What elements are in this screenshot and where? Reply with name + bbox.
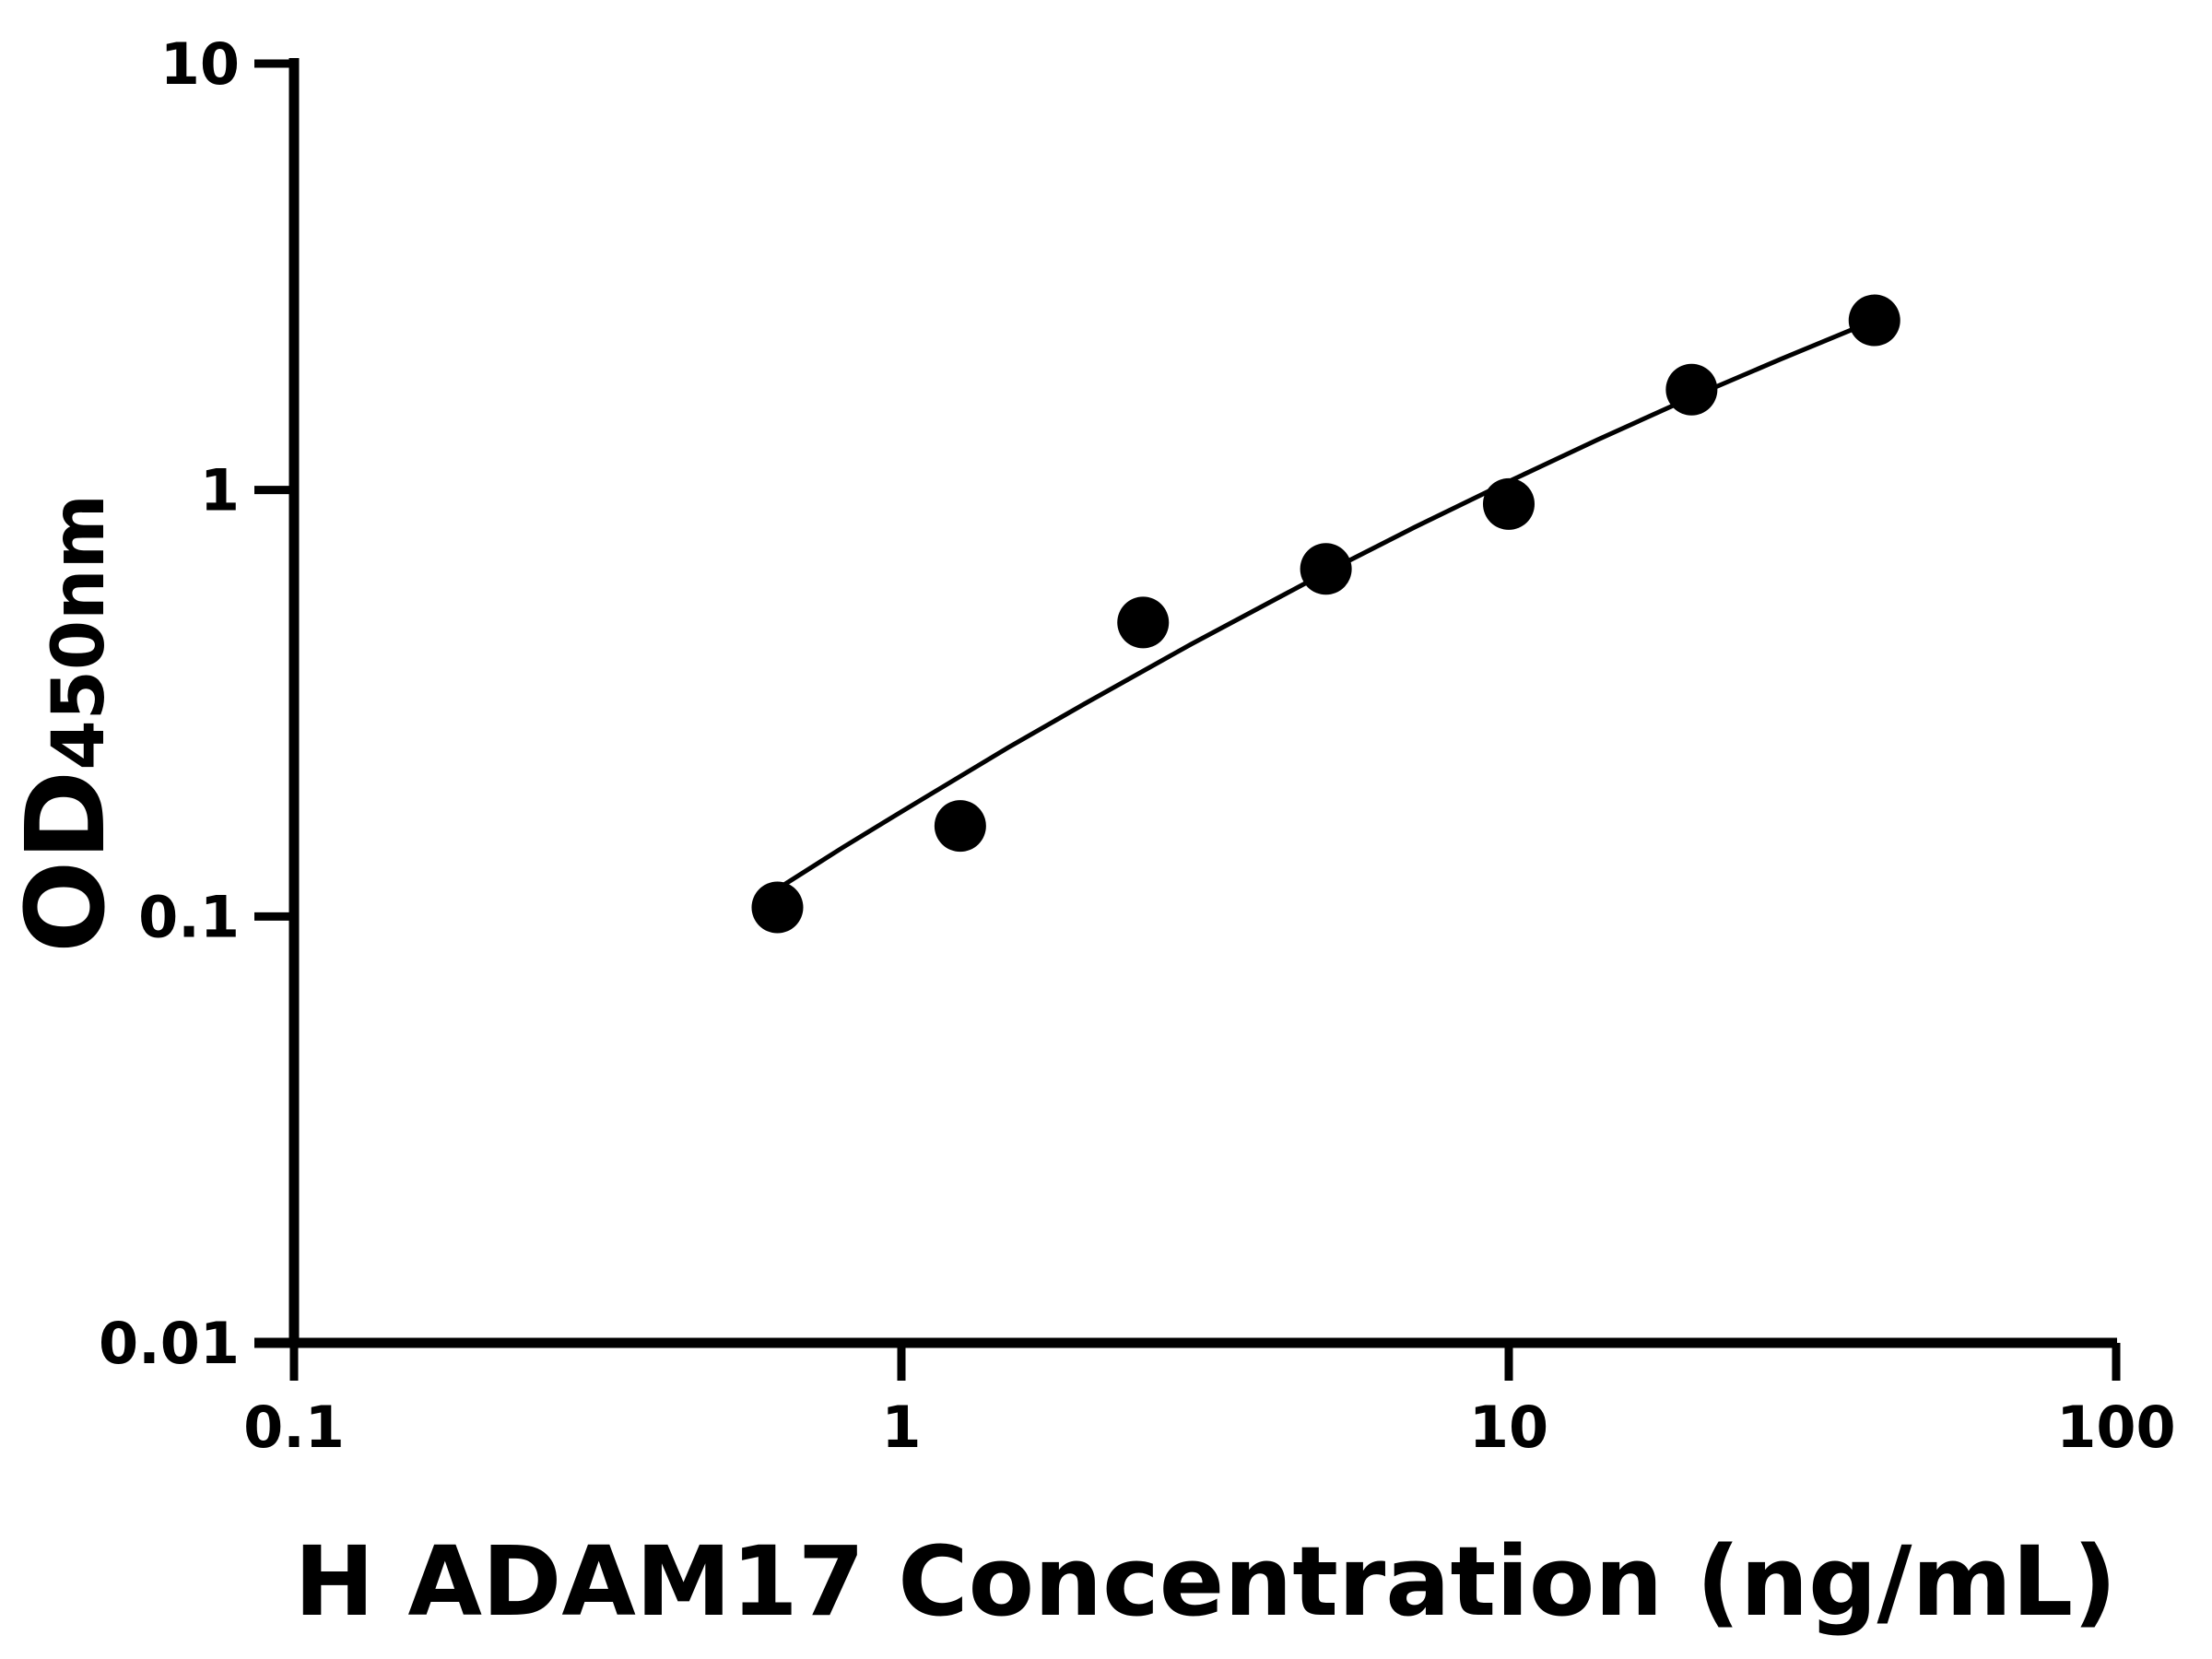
y-tick-label: 1 bbox=[200, 457, 240, 524]
y-tick-label: 0.1 bbox=[138, 883, 240, 950]
data-point bbox=[1848, 294, 1900, 347]
x-tick-label: 1 bbox=[881, 1394, 921, 1461]
data-points bbox=[751, 294, 1900, 934]
y-axis-label-main: OD bbox=[2, 771, 129, 953]
data-point bbox=[1483, 477, 1535, 530]
y-axis-label-subscript: 450nm bbox=[38, 494, 121, 771]
y-tick-label: 10 bbox=[160, 30, 240, 98]
x-tick-label: 0.1 bbox=[243, 1394, 345, 1461]
x-tick-label: 100 bbox=[2056, 1394, 2175, 1461]
data-point bbox=[934, 800, 986, 853]
y-axis-label: OD450nm bbox=[2, 494, 129, 953]
x-ticks: 0.1 1 10 100 bbox=[243, 1343, 2176, 1461]
data-point bbox=[1300, 543, 1352, 595]
axes bbox=[254, 58, 2117, 1348]
data-point bbox=[751, 881, 804, 934]
y-tick-label: 0.01 bbox=[99, 1310, 240, 1377]
y-ticks: 0.01 0.1 1 10 bbox=[99, 30, 294, 1377]
x-axis-label: H ADAM17 Concentration (ng/mL) bbox=[294, 1525, 2116, 1638]
x-tick-label: 10 bbox=[1469, 1394, 1548, 1461]
data-point bbox=[1665, 363, 1718, 416]
data-point bbox=[1117, 596, 1170, 649]
